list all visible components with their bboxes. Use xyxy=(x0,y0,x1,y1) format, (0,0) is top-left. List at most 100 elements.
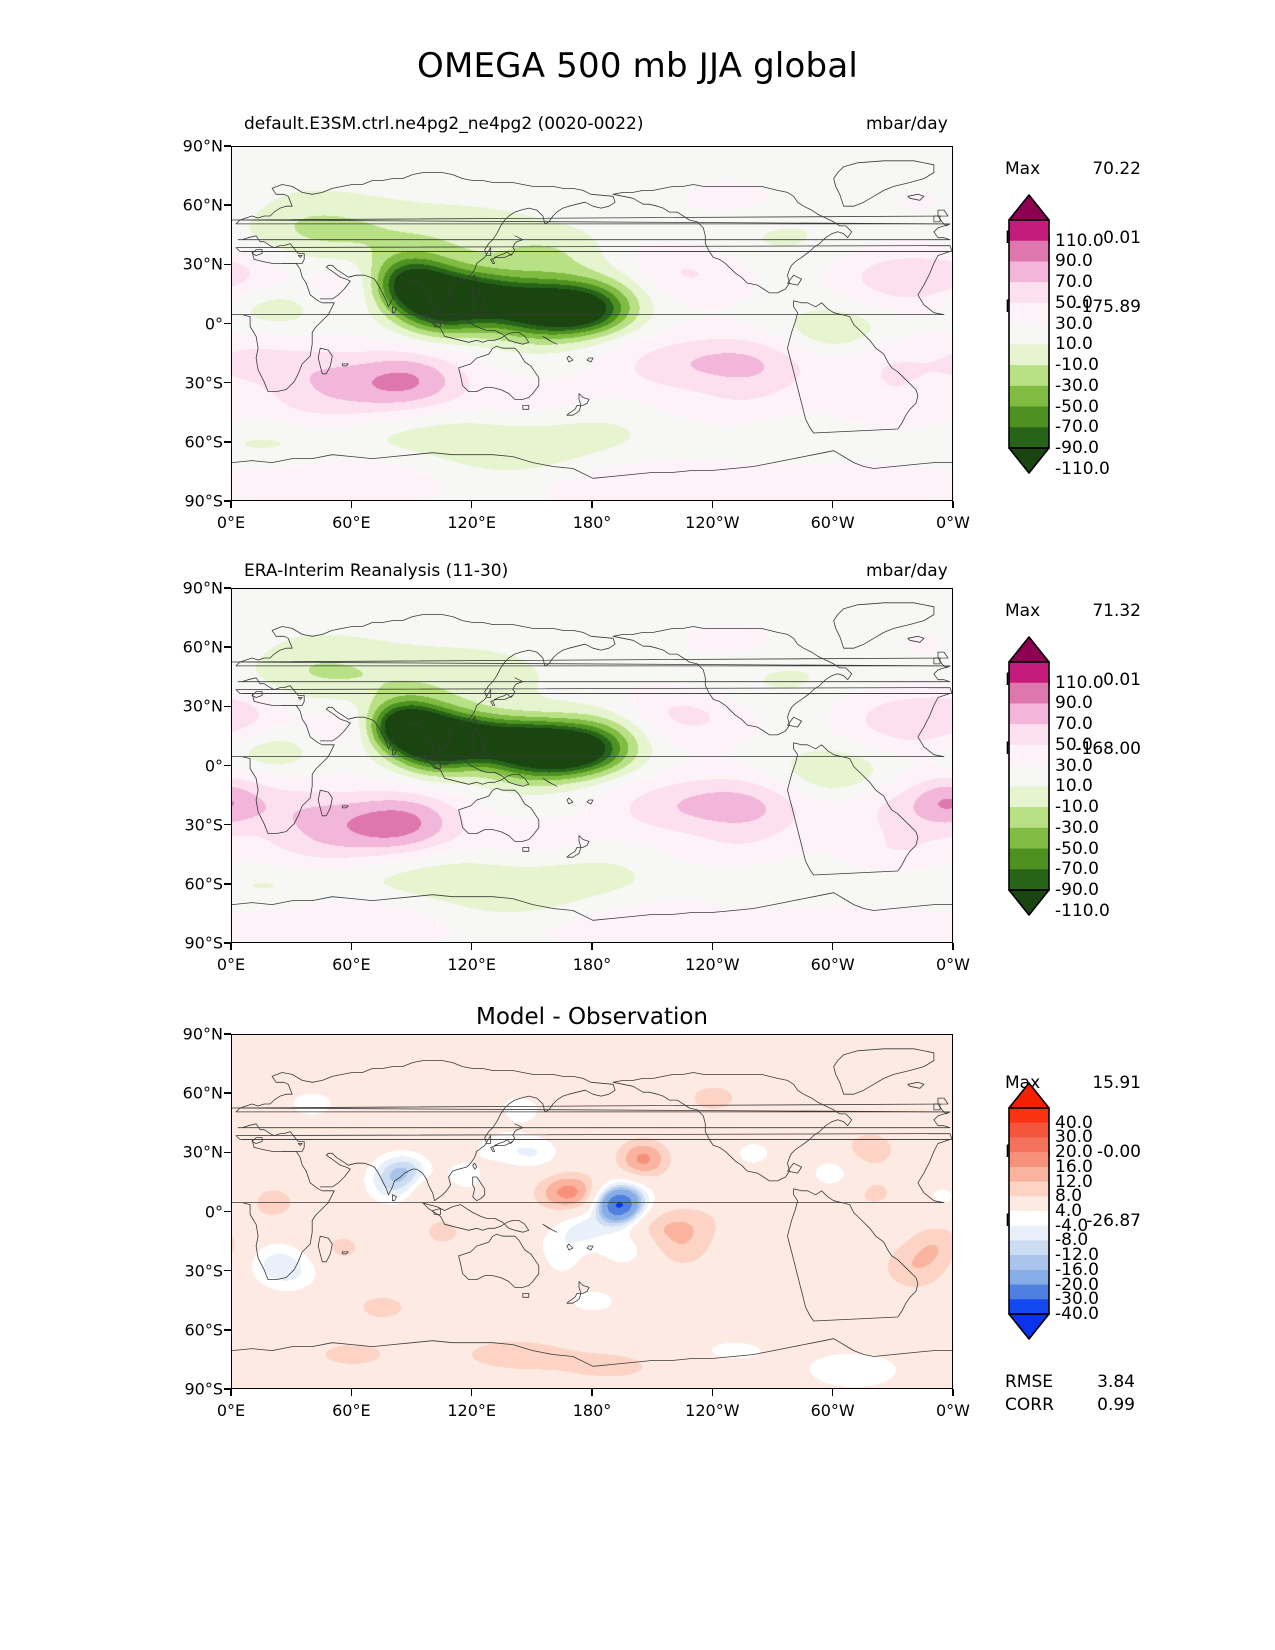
colorbar-model[interactable] xyxy=(1008,194,1050,474)
lat-tick-label: 60°S xyxy=(184,1320,223,1340)
stats-observation-max-label: Max xyxy=(1005,601,1041,621)
lon-tick-mark xyxy=(591,501,593,508)
lon-tick-mark xyxy=(350,1389,353,1396)
map-observation[interactable] xyxy=(231,588,953,943)
stats-model-min-value: -175.89 xyxy=(1075,297,1141,317)
panel-model-units: mbar/day xyxy=(866,114,948,134)
lon-tick-mark xyxy=(470,943,473,950)
lat-tick-label: 60°S xyxy=(184,874,223,894)
lat-tick-mark xyxy=(224,1388,231,1390)
lat-tick-label: 90°N xyxy=(182,136,223,156)
colorbar-swatches xyxy=(1008,636,1050,916)
corr-value: 0.99 xyxy=(1097,1395,1135,1415)
lon-tick-mark xyxy=(831,501,834,508)
stats-observation-max-value: 71.32 xyxy=(1092,601,1141,621)
lat-tick-label: 90°S xyxy=(184,491,223,511)
rmse-value: 3.84 xyxy=(1097,1372,1135,1392)
map-difference[interactable] xyxy=(231,1034,953,1389)
lon-tick-label: 120°E xyxy=(447,513,496,532)
lon-tick-label: 0°E xyxy=(216,1401,246,1420)
colorbar-swatches xyxy=(1008,194,1050,474)
lon-tick-label: 60°E xyxy=(332,955,371,974)
stats-model-max-value: 70.22 xyxy=(1092,159,1141,179)
lon-tick-label: 0°E xyxy=(216,513,246,532)
panel-observation-units: mbar/day xyxy=(866,561,948,581)
lat-tick-label: 30°S xyxy=(184,1261,223,1281)
lon-tick-mark xyxy=(952,501,954,508)
lat-tick-label: 30°N xyxy=(182,696,223,716)
lon-tick-mark xyxy=(711,501,714,508)
lat-tick-label: 0° xyxy=(204,756,223,775)
panel-observation-subtitle: ERA-Interim Reanalysis (11-30) xyxy=(244,561,509,581)
lon-tick-mark xyxy=(230,501,232,508)
stats-difference-min-value: -26.87 xyxy=(1086,1211,1141,1231)
lat-tick-label: 0° xyxy=(204,314,223,333)
lon-tick-label: 60°E xyxy=(332,513,371,532)
lat-tick-mark xyxy=(224,883,231,885)
lon-tick-mark xyxy=(711,943,714,950)
lat-tick-mark xyxy=(224,764,231,767)
corr-label: CORR xyxy=(1005,1395,1054,1415)
stats-observation-mean-value: 0.01 xyxy=(1103,670,1141,690)
lat-tick-mark xyxy=(224,204,231,206)
lon-tick-label: 60°W xyxy=(810,513,855,532)
colorbar-swatches xyxy=(1008,1082,1050,1340)
lon-tick-mark xyxy=(952,1389,954,1396)
stats-model-max-label: Max xyxy=(1005,159,1041,179)
coastline-overlay xyxy=(232,1048,952,1367)
lon-tick-mark xyxy=(470,501,473,508)
lon-tick-label: 60°E xyxy=(332,1401,371,1420)
lat-tick-mark xyxy=(224,322,231,325)
lat-tick-mark xyxy=(224,705,231,708)
lat-tick-mark xyxy=(224,1269,231,1272)
panel-difference-title: Model - Observation xyxy=(475,1004,709,1030)
lon-tick-mark xyxy=(831,943,834,950)
lat-tick-mark xyxy=(224,145,231,147)
lat-tick-mark xyxy=(224,381,231,384)
lon-tick-mark xyxy=(350,501,353,508)
lon-tick-label: 60°W xyxy=(810,955,855,974)
lat-tick-mark xyxy=(224,1151,231,1154)
lon-tick-mark xyxy=(591,1389,593,1396)
map-model[interactable] xyxy=(231,146,953,501)
lat-tick-label: 30°N xyxy=(182,1142,223,1162)
lat-tick-label: 30°N xyxy=(182,254,223,274)
lat-tick-label: 30°S xyxy=(184,815,223,835)
lat-tick-label: 60°N xyxy=(182,1083,223,1103)
lat-tick-label: 0° xyxy=(204,1202,223,1221)
coastline-overlay xyxy=(232,602,952,921)
lon-tick-mark xyxy=(230,943,232,950)
lon-tick-label: 180° xyxy=(572,513,612,532)
lat-tick-label: 90°S xyxy=(184,1379,223,1399)
lon-tick-mark xyxy=(350,943,353,950)
lon-tick-mark xyxy=(230,1389,232,1396)
lon-tick-label: 180° xyxy=(572,955,612,974)
lon-tick-label: 120°W xyxy=(685,1401,740,1420)
lat-tick-mark xyxy=(224,942,231,944)
lat-tick-mark xyxy=(224,1329,231,1331)
colorbar-difference[interactable] xyxy=(1008,1082,1050,1340)
lat-tick-mark xyxy=(224,1092,231,1094)
lat-tick-mark xyxy=(224,587,231,589)
lat-tick-label: 60°N xyxy=(182,637,223,657)
lon-tick-label: 120°W xyxy=(685,955,740,974)
lat-tick-mark xyxy=(224,1210,231,1213)
lat-tick-label: 90°N xyxy=(182,578,223,598)
figure-title: OMEGA 500 mb JJA global xyxy=(416,46,859,86)
lon-tick-label: 0°W xyxy=(936,1401,970,1420)
lat-tick-label: 60°S xyxy=(184,432,223,452)
lon-tick-mark xyxy=(470,1389,473,1396)
lat-tick-mark xyxy=(224,441,231,443)
lon-tick-mark xyxy=(952,943,954,950)
lat-tick-mark xyxy=(224,823,231,826)
lon-tick-label: 60°W xyxy=(810,1401,855,1420)
lat-tick-label: 90°N xyxy=(182,1024,223,1044)
difference-footer-stats: RMSE 3.84 CORR 0.99 xyxy=(1005,1371,1135,1417)
lon-tick-label: 180° xyxy=(572,1401,612,1420)
lat-tick-mark xyxy=(224,500,231,502)
lat-tick-mark xyxy=(224,1033,231,1035)
lat-tick-label: 60°N xyxy=(182,195,223,215)
stats-observation-min-value: -168.00 xyxy=(1075,739,1141,759)
colorbar-observation[interactable] xyxy=(1008,636,1050,916)
